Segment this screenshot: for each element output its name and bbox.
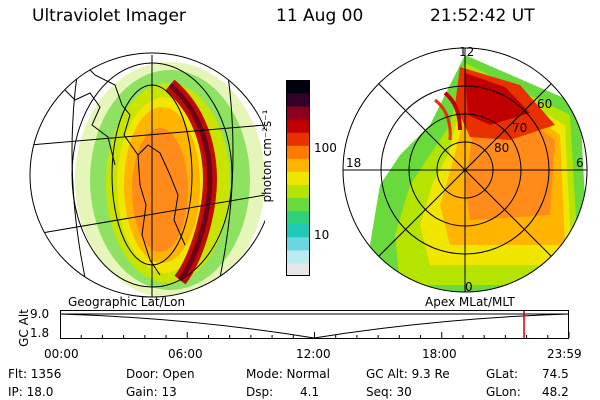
alt-tick-1.8: 1.8	[30, 326, 50, 340]
observation-time: 21:52:42 UT	[430, 6, 535, 26]
colorbar-segment	[286, 93, 310, 107]
dsp-label: Dsp:	[246, 385, 274, 399]
apex-label: Apex MLat/MLT	[425, 295, 515, 309]
gc-alt-axis-label: GC Alt	[17, 309, 31, 347]
colorbar-segment	[286, 184, 310, 199]
colorbar-segment	[286, 223, 310, 238]
mlt-label-12: 12	[459, 45, 475, 59]
time-tick-0000: 00:00	[44, 347, 79, 361]
colorbar-segment	[286, 249, 310, 264]
colorbar-segment	[286, 236, 310, 251]
colorbar-segment	[286, 145, 310, 159]
geographic-label: Geographic Lat/Lon	[68, 295, 186, 309]
colorbar-tick-100: 100	[314, 141, 337, 155]
colorbar-segment	[286, 119, 310, 133]
door-status: Door: Open	[126, 367, 195, 381]
mlat-label-70: 70	[512, 121, 528, 135]
glon-value: 48.2	[542, 385, 569, 399]
mlat-label-60: 60	[537, 97, 553, 111]
instrument-title: Ultraviolet Imager	[32, 6, 186, 26]
ip-value: IP: 18.0	[8, 385, 54, 399]
mode-value: Mode: Normal	[246, 367, 330, 381]
flight-number: Flt: 1356	[8, 367, 62, 381]
time-tick-2359: 23:59	[547, 347, 582, 361]
alt-tick-9: 9.0	[30, 307, 50, 321]
time-tick-1200: 12:00	[296, 347, 331, 361]
colorbar-segment	[286, 171, 310, 186]
dsp-value: 4.1	[300, 385, 320, 399]
intensity-colorbar	[286, 80, 310, 276]
colorbar-tick-10: 10	[314, 228, 330, 242]
colorbar-unit-label: photon cm⁻²s⁻¹	[260, 109, 274, 203]
mlat-label-80: 80	[494, 141, 510, 155]
time-tick-1800: 18:00	[422, 347, 457, 361]
colorbar-segment	[286, 158, 310, 172]
mlt-label-18: 18	[346, 156, 362, 170]
colorbar-segment	[286, 262, 310, 276]
altitude-time-plot	[60, 310, 570, 339]
gain-value: Gain: 13	[126, 385, 177, 399]
time-tick-0600: 06:00	[168, 347, 203, 361]
geographic-aurora-image	[29, 52, 265, 298]
mlt-label-6: 6	[576, 156, 584, 170]
observation-date: 11 Aug 00	[276, 6, 364, 26]
colorbar-segment	[286, 132, 310, 146]
glat-label: GLat:	[486, 367, 519, 381]
glon-label: GLon:	[486, 385, 521, 399]
colorbar-segment	[286, 106, 310, 120]
gc-altitude: GC Alt: 9.3 Re	[366, 367, 450, 381]
sequence-number: Seq: 30	[366, 385, 412, 399]
colorbar-segment	[286, 197, 310, 212]
polar-aurora-image	[342, 47, 588, 293]
mlt-label-0: 0	[465, 280, 473, 294]
glat-value: 74.5	[542, 367, 569, 381]
colorbar-segment	[286, 80, 310, 94]
colorbar-segment	[286, 210, 310, 225]
